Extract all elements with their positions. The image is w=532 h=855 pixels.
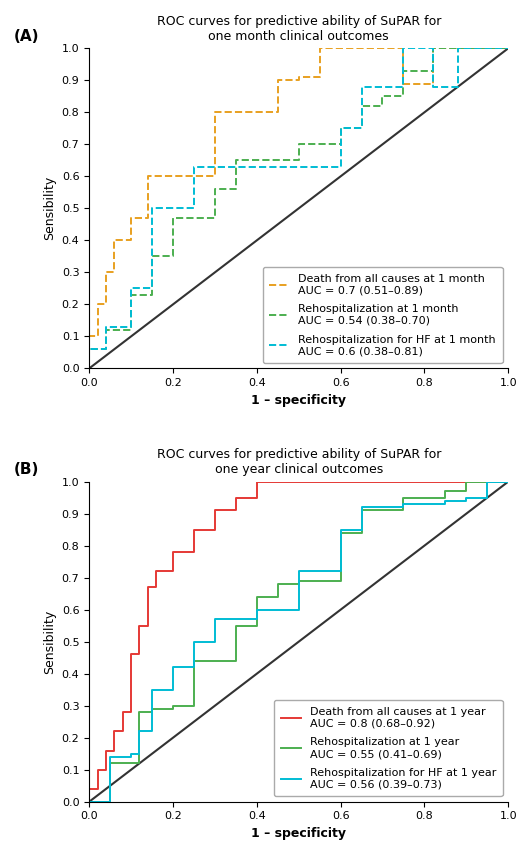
Y-axis label: Sensibility: Sensibility — [43, 176, 56, 240]
Text: (A): (A) — [14, 29, 39, 44]
X-axis label: 1 – specificity: 1 – specificity — [251, 393, 346, 407]
Title: ROC curves for predictive ability of SuPAR for
one year clinical outcomes: ROC curves for predictive ability of SuP… — [156, 448, 441, 476]
X-axis label: 1 – specificity: 1 – specificity — [251, 827, 346, 840]
Y-axis label: Sensibility: Sensibility — [43, 610, 56, 674]
Legend: Death from all causes at 1 month
AUC = 0.7 (0.51–0.89), Rehospitalization at 1 m: Death from all causes at 1 month AUC = 0… — [263, 267, 503, 363]
Legend: Death from all causes at 1 year
AUC = 0.8 (0.68–0.92), Rehospitalization at 1 ye: Death from all causes at 1 year AUC = 0.… — [274, 700, 503, 796]
Text: (B): (B) — [14, 463, 39, 477]
Title: ROC curves for predictive ability of SuPAR for
one month clinical outcomes: ROC curves for predictive ability of SuP… — [156, 15, 441, 43]
